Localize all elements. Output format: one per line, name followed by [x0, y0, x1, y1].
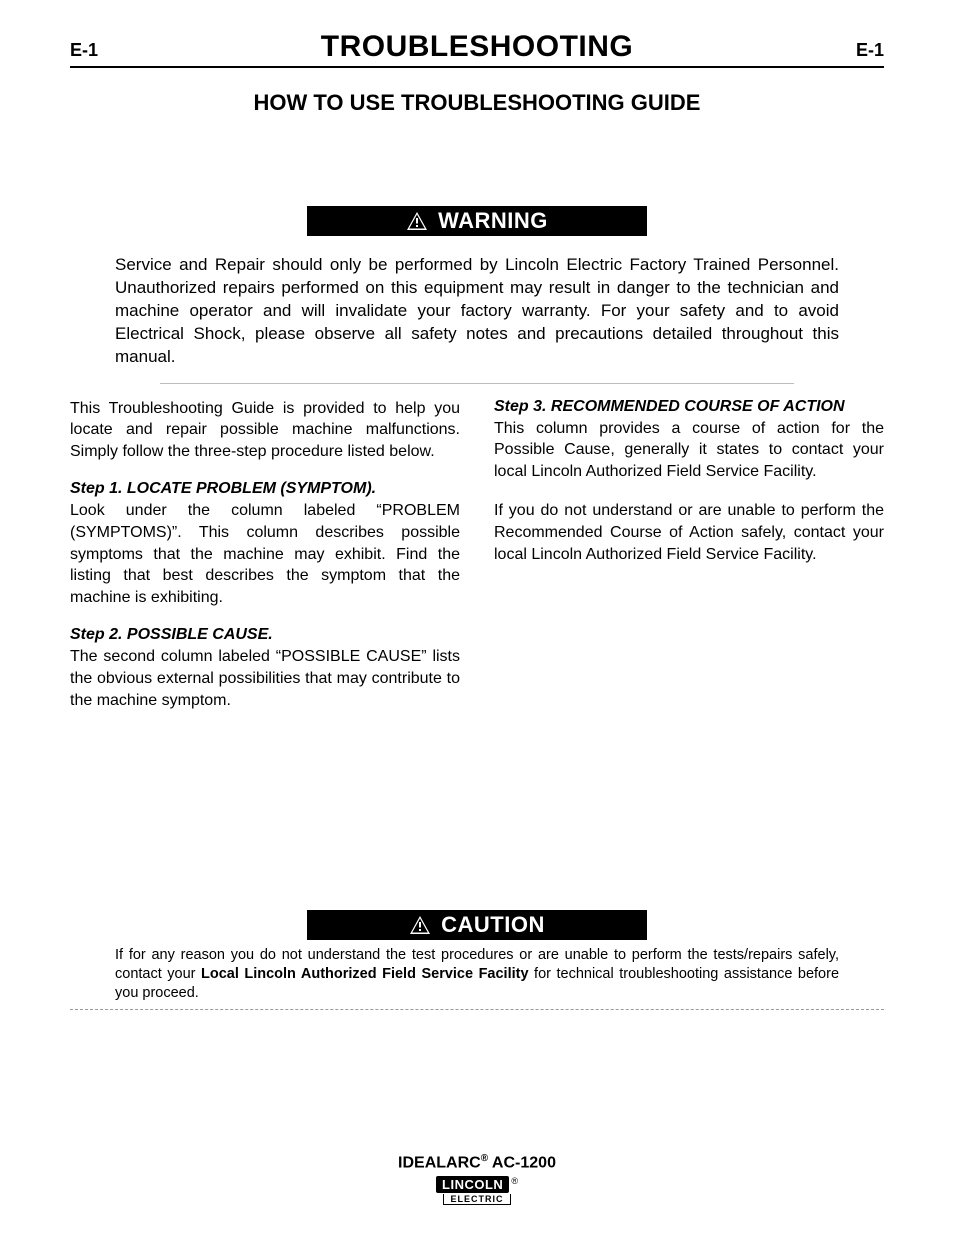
page-footer: IDEALARC® AC-1200 LINCOLN® ELECTRIC: [0, 1153, 954, 1207]
warning-text: Service and Repair should only be perfor…: [70, 254, 884, 369]
step3-heading: Step 3. RECOMMENDED COURSE OF ACTION: [494, 398, 884, 416]
divider: [160, 383, 794, 384]
step3-text-2: If you do not understand or are unable t…: [494, 500, 884, 565]
footer-model: IDEALARC® AC-1200: [0, 1153, 954, 1172]
warning-banner: WARNING: [307, 206, 647, 236]
step2-text: The second column labeled “POSSIBLE CAUS…: [70, 646, 460, 711]
page-subtitle: HOW TO USE TROUBLESHOOTING GUIDE: [70, 90, 884, 116]
warning-label: WARNING: [438, 208, 548, 234]
caution-text: If for any reason you do not understand …: [70, 946, 884, 1010]
caution-banner: CAUTION: [307, 910, 647, 940]
page-header: E-1 TROUBLESHOOTING E-1: [70, 30, 884, 68]
step1-heading: Step 1. LOCATE PROBLEM (SYMPTOM).: [70, 480, 460, 498]
logo-registered-icon: ®: [511, 1176, 518, 1186]
intro-paragraph: This Troubleshooting Guide is provided t…: [70, 398, 460, 463]
manual-page: E-1 TROUBLESHOOTING E-1 HOW TO USE TROUB…: [0, 0, 954, 1235]
caution-text-bold: Local Lincoln Authorized Field Service F…: [201, 966, 529, 982]
caution-triangle-icon: [409, 915, 431, 935]
footer-model-name: IDEALARC: [398, 1154, 481, 1171]
left-column: This Troubleshooting Guide is provided t…: [70, 398, 460, 730]
right-column: Step 3. RECOMMENDED COURSE OF ACTION Thi…: [494, 398, 884, 730]
step2-heading: Step 2. POSSIBLE CAUSE.: [70, 626, 460, 644]
warning-triangle-icon: [406, 211, 428, 231]
page-title: TROUBLESHOOTING: [321, 30, 634, 64]
step3-text-1: This column provides a course of action …: [494, 418, 884, 483]
lincoln-electric-logo: LINCOLN® ELECTRIC: [436, 1176, 518, 1205]
caution-label: CAUTION: [441, 912, 545, 938]
footer-model-number: AC-1200: [488, 1154, 556, 1171]
logo-text-top: LINCOLN: [436, 1176, 509, 1193]
step1-text: Look under the column labeled “PROBLEM (…: [70, 500, 460, 608]
two-column-body: This Troubleshooting Guide is provided t…: [70, 398, 884, 730]
section-number-left: E-1: [70, 40, 98, 61]
logo-text-bottom: ELECTRIC: [443, 1194, 511, 1205]
caution-section: CAUTION If for any reason you do not und…: [70, 910, 884, 1010]
section-number-right: E-1: [856, 40, 884, 61]
registered-icon: ®: [481, 1153, 488, 1164]
